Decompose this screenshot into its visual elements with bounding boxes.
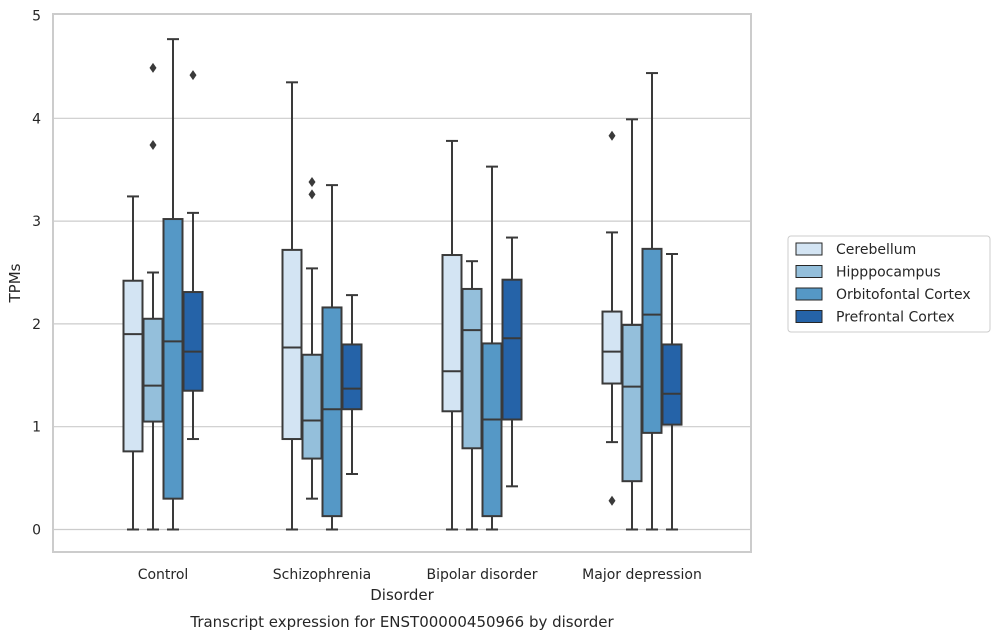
box-group bbox=[122, 195, 144, 531]
box bbox=[621, 323, 643, 483]
outlier-point bbox=[308, 189, 316, 200]
y-tick-label: 3 bbox=[32, 214, 41, 230]
box-group bbox=[162, 38, 184, 531]
box bbox=[281, 248, 303, 441]
box bbox=[341, 343, 363, 411]
x-tick-label: Control bbox=[138, 567, 189, 583]
boxes bbox=[122, 38, 683, 531]
y-tick-label: 0 bbox=[32, 523, 41, 539]
y-tick-label: 5 bbox=[32, 9, 41, 25]
legend-label: Cerebellum bbox=[836, 242, 916, 258]
legend-swatch bbox=[795, 242, 823, 256]
legend-label: Orbitofontal Cortex bbox=[836, 287, 971, 303]
legend-label: Prefrontal Cortex bbox=[836, 310, 955, 326]
box-group bbox=[341, 294, 363, 475]
outlier-point bbox=[608, 130, 616, 141]
y-axis-ticks: 0 1 2 3 4 5 bbox=[32, 9, 41, 539]
box-group bbox=[182, 70, 204, 441]
legend-swatch bbox=[795, 310, 823, 323]
box-group bbox=[481, 165, 503, 531]
x-tick-label: Major depression bbox=[582, 567, 702, 583]
legend-swatch bbox=[795, 265, 823, 278]
box-group bbox=[501, 236, 523, 488]
outlier-point bbox=[149, 62, 157, 73]
x-tick-label: Bipolar disorder bbox=[426, 567, 537, 583]
box bbox=[601, 310, 623, 385]
box-group bbox=[301, 177, 323, 500]
outlier-point bbox=[149, 140, 157, 151]
box bbox=[321, 306, 343, 518]
box bbox=[162, 218, 184, 500]
box-group bbox=[461, 260, 483, 531]
box-group bbox=[321, 184, 343, 531]
x-axis-title: Disorder bbox=[370, 586, 434, 604]
box bbox=[481, 342, 503, 518]
box bbox=[301, 353, 323, 460]
box bbox=[661, 343, 683, 426]
legend-label: Hipppocampus bbox=[836, 265, 941, 281]
outlier-point bbox=[608, 495, 616, 506]
outlier-point bbox=[308, 177, 316, 188]
box-group bbox=[441, 139, 463, 531]
y-axis-title: TPMs bbox=[6, 263, 24, 303]
outlier-point bbox=[189, 70, 197, 81]
box-group bbox=[601, 130, 623, 506]
chart-caption: Transcript expression for ENST0000045096… bbox=[189, 613, 614, 631]
y-tick-label: 2 bbox=[32, 317, 41, 333]
box bbox=[441, 254, 463, 413]
x-axis-ticks: Control Schizophrenia Bipolar disorder Majo… bbox=[138, 567, 702, 583]
legend-frame bbox=[787, 235, 991, 333]
box bbox=[641, 247, 663, 434]
box-group bbox=[661, 252, 683, 531]
plot-frame bbox=[52, 13, 752, 553]
box-group bbox=[621, 118, 643, 531]
box bbox=[182, 291, 204, 392]
box bbox=[142, 317, 164, 423]
y-tick-label: 1 bbox=[32, 420, 41, 436]
legend: Cerebellum Hipppocampus Orbitofontal Corte… bbox=[787, 235, 991, 333]
box bbox=[122, 279, 144, 453]
box bbox=[461, 287, 483, 450]
y-tick-label: 4 bbox=[32, 111, 41, 127]
legend-swatch bbox=[795, 287, 823, 301]
box-group bbox=[641, 72, 663, 531]
box-group bbox=[281, 81, 303, 531]
box bbox=[501, 278, 523, 421]
box-group bbox=[142, 62, 164, 531]
x-tick-label: Schizophrenia bbox=[273, 567, 371, 583]
